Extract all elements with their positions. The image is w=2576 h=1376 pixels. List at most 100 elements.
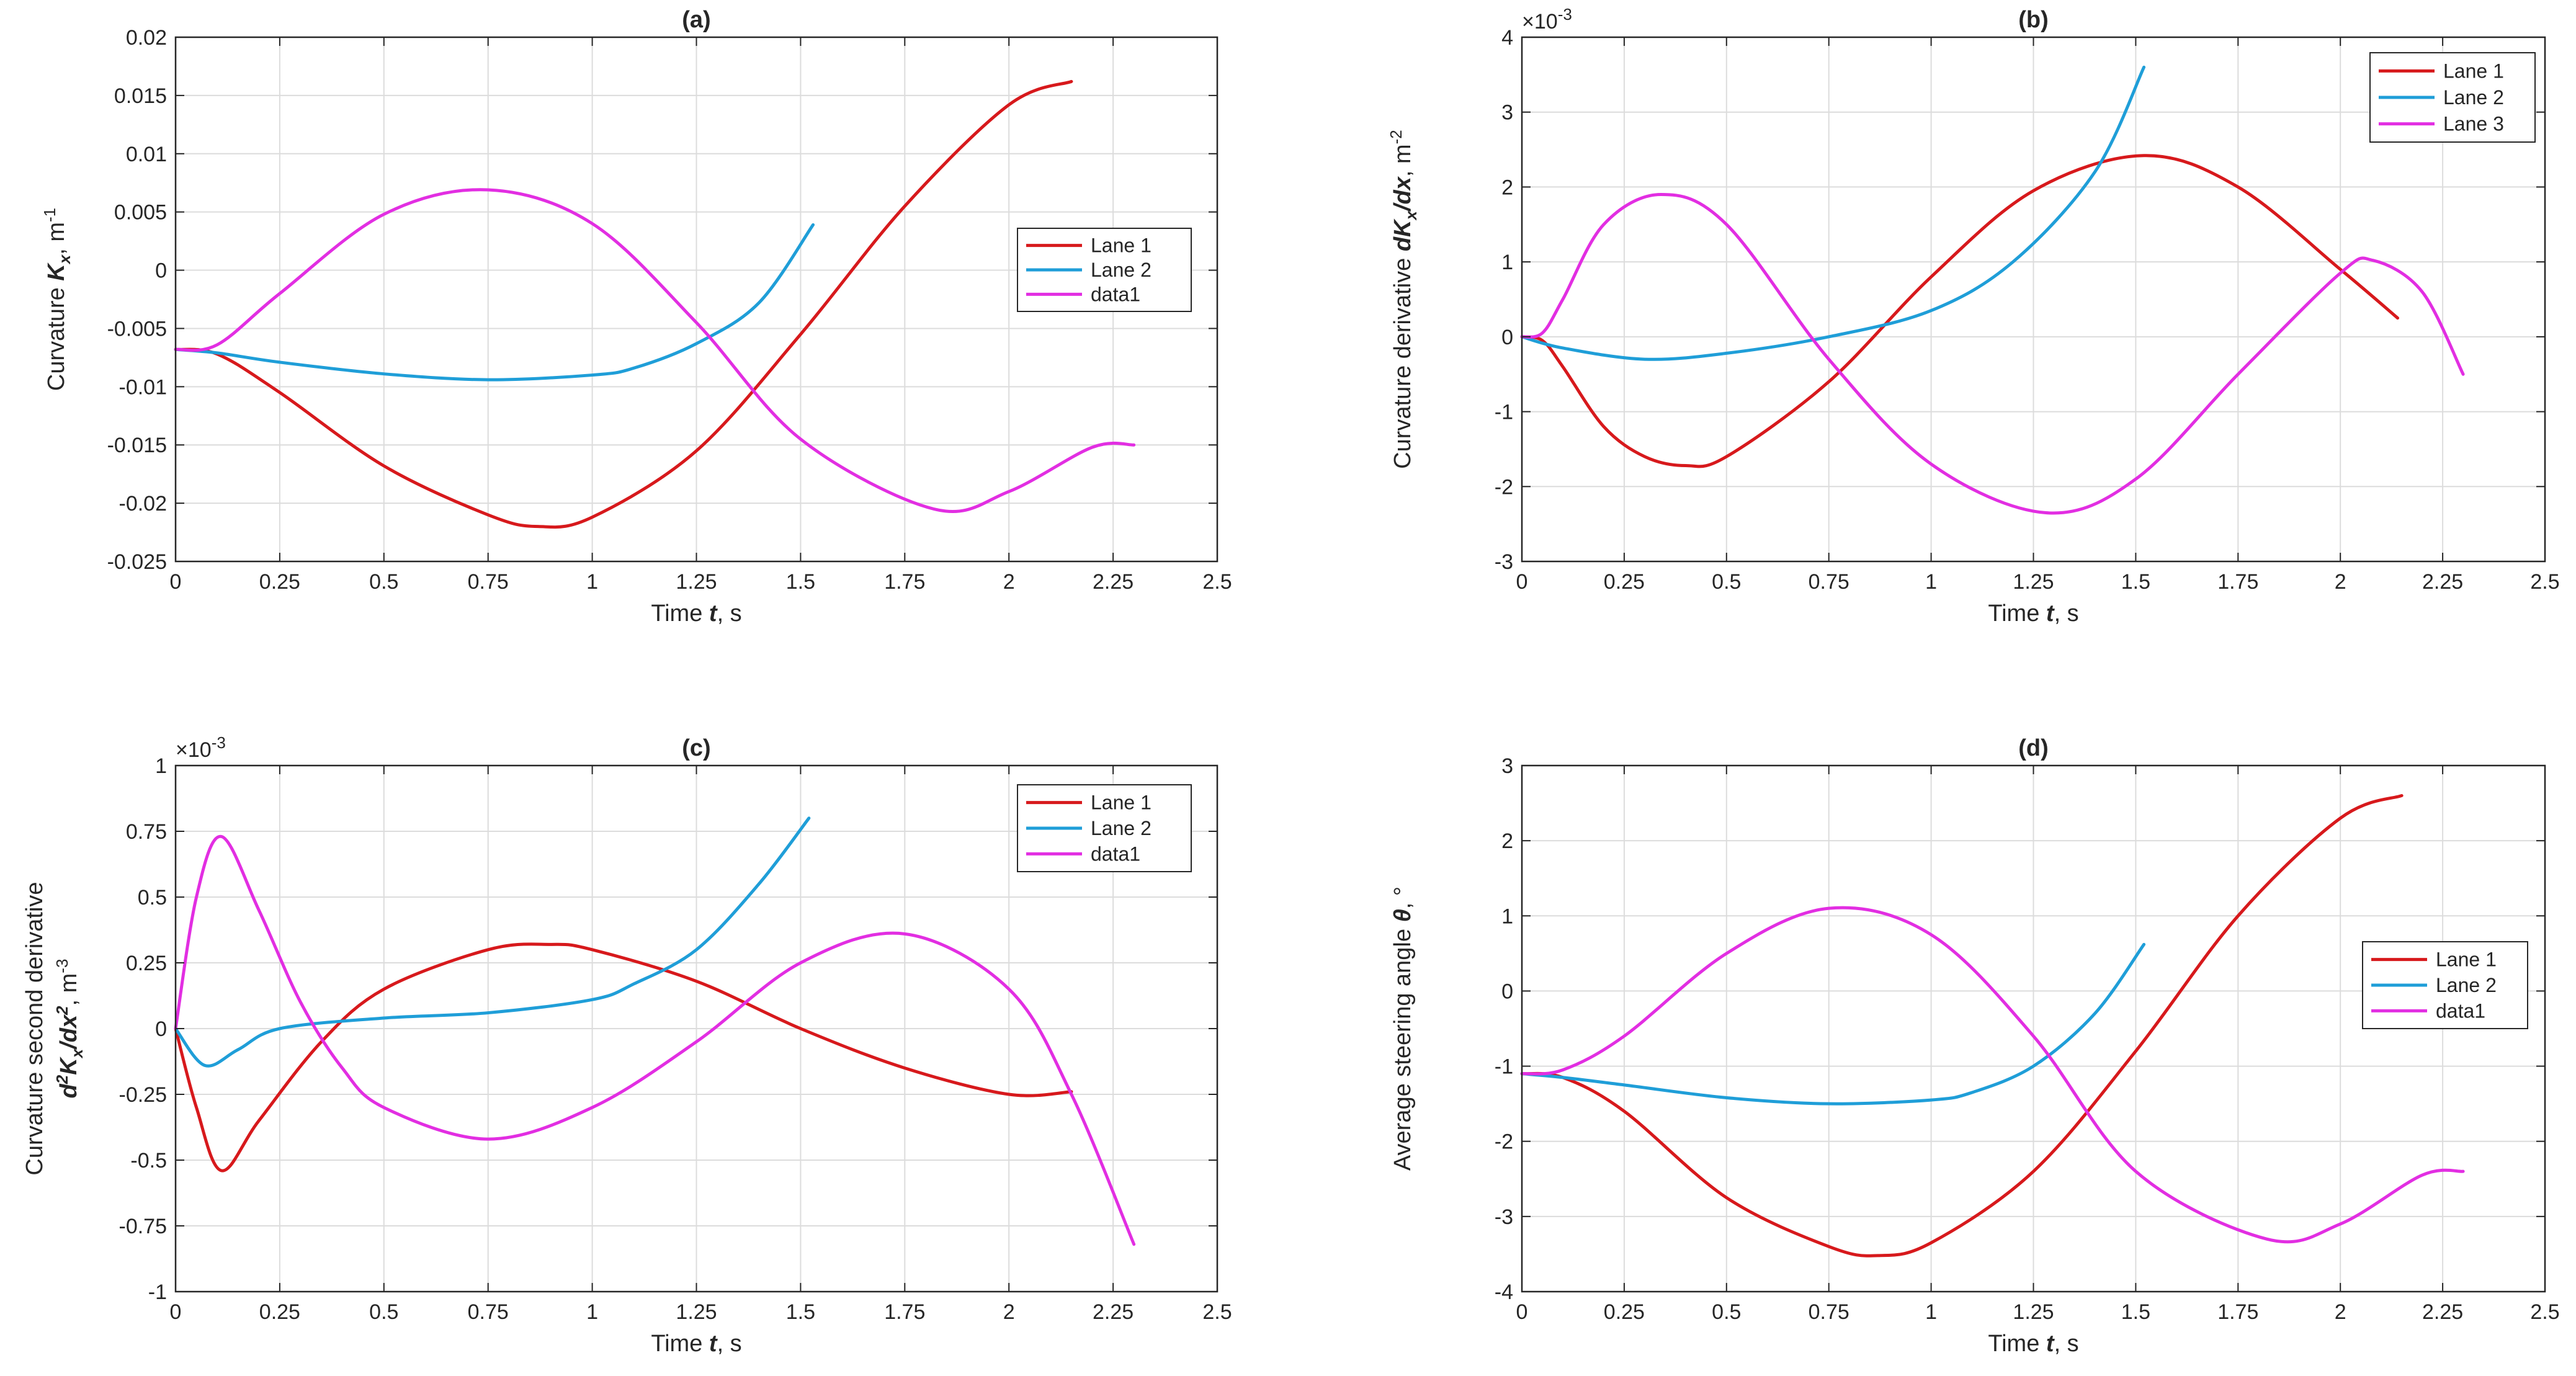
series-line-lane-1 <box>1520 154 2400 468</box>
x-tick-label: 2.5 <box>2530 570 2559 594</box>
x-tick-label: 0.75 <box>1809 570 1849 594</box>
y-tick-label: 1 <box>1501 251 1513 274</box>
y-tick-label: 1 <box>1501 905 1513 928</box>
x-tick-label: 1.25 <box>676 1300 717 1324</box>
x-tick-label: 0.75 <box>468 1300 509 1324</box>
x-tick-label: 1 <box>586 570 598 594</box>
y-tick-label: 0 <box>1501 980 1513 1003</box>
x-tick-label: 2.25 <box>2422 1300 2463 1324</box>
x-tick-label: 1.75 <box>2217 1300 2258 1324</box>
x-tick-label: 1.25 <box>2013 570 2054 594</box>
x-tick-label: 2 <box>1003 570 1015 594</box>
series-line-data1 <box>1520 906 2465 1244</box>
chart-panel-0: 0 0.25 0.5 0.75 1 1.25 1.5 1.75 2 2.25 2.5 -0.025 -0… <box>40 7 1232 627</box>
chart-panel-1: 0 0.25 0.5 0.75 1 1.25 1.5 1.75 2 2.25 2.5 -3 -2 -1 0 1… <box>1387 5 2560 627</box>
x-tick-label: 0.25 <box>259 1300 300 1324</box>
y-tick-label: 0.015 <box>114 84 167 108</box>
y-tick-label: -1 <box>1495 1055 1513 1079</box>
panel-title: (d) <box>2018 735 2049 761</box>
y-tick-label: 2 <box>1501 829 1513 853</box>
y-tick-label: 0.02 <box>126 26 167 50</box>
x-axis-label: Time t, s <box>651 1331 741 1357</box>
x-tick-label: 0 <box>1516 570 1528 594</box>
series-line-lane-2 <box>1520 942 2146 1106</box>
legend-entry: Lane 3 <box>2443 113 2504 135</box>
x-tick-label: 0.5 <box>369 1300 398 1324</box>
series-line-lane-1 <box>1520 793 2404 1258</box>
legend-entry: data1 <box>1091 842 1140 865</box>
y-tick-label: -0.01 <box>119 375 168 399</box>
y-axis-label: Average steering angle θ, ° <box>1390 887 1416 1171</box>
y-tick-label: -0.75 <box>119 1215 168 1238</box>
panel-title: (b) <box>2018 7 2049 33</box>
x-tick-label: 0 <box>1516 1300 1528 1324</box>
x-tick-label: 1 <box>586 1300 598 1324</box>
x-tick-label: 2 <box>2335 1300 2346 1324</box>
panel-title: (a) <box>682 7 710 33</box>
y-tick-label: 2 <box>1501 176 1513 199</box>
y-tick-label: -1 <box>148 1280 167 1304</box>
series-line-lane-2 <box>174 816 811 1068</box>
legend-entry: Lane 2 <box>1091 817 1152 839</box>
y-tick-label: 0 <box>155 259 167 283</box>
y-tick-label: -1 <box>1495 401 1513 424</box>
x-tick-label: 0.25 <box>1604 1300 1645 1324</box>
y-axis-label-line1: Curvature second derivative <box>22 882 48 1175</box>
x-tick-label: 1.5 <box>786 1300 815 1324</box>
x-tick-label: 0 <box>170 1300 182 1324</box>
chart-panel-2: 0 0.25 0.5 0.75 1 1.25 1.5 1.75 2 2.25 2.5 -1 -0.75 -… <box>22 733 1232 1357</box>
x-tick-label: 0.5 <box>1712 570 1741 594</box>
chart-panel-3: 0 0.25 0.5 0.75 1 1.25 1.5 1.75 2 2.25 2.5 -4 -3 -2 -1… <box>1390 735 2560 1357</box>
x-axis-label: Time t, s <box>1988 601 2078 627</box>
x-tick-label: 0.5 <box>369 570 398 594</box>
y-tick-label: 3 <box>1501 754 1513 778</box>
y-tick-label: 0.5 <box>138 886 167 909</box>
y-tick-label: 0.01 <box>126 143 167 166</box>
x-tick-label: 2.5 <box>2530 1300 2559 1324</box>
x-tick-label: 0.25 <box>1604 570 1645 594</box>
y-tick-label: -0.25 <box>119 1083 168 1107</box>
x-tick-label: 2 <box>1003 1300 1015 1324</box>
series-line-data1 <box>174 834 1136 1246</box>
x-tick-label: 2.25 <box>1093 570 1134 594</box>
legend-entry: Lane 1 <box>2436 949 2497 971</box>
y-tick-label: -0.5 <box>130 1149 167 1173</box>
y-axis-label: Curvature derivative dKx/dx, m-2 <box>1387 130 1420 469</box>
y-tick-label: 3 <box>1501 101 1513 125</box>
legend-entry: Lane 1 <box>2443 60 2504 82</box>
y-tick-label: 0 <box>155 1017 167 1041</box>
x-axis-label: Time t, s <box>1988 1331 2078 1357</box>
y-tick-label: -4 <box>1495 1280 1513 1304</box>
x-tick-label: 0.75 <box>468 570 509 594</box>
series-line-lane-3 <box>1520 193 2465 515</box>
series-line-lane-1 <box>174 942 1073 1173</box>
legend-entry: Lane 2 <box>1091 259 1152 281</box>
legend-entry: Lane 2 <box>2443 86 2504 109</box>
legend: Lane 1 Lane 2 data1 <box>1017 784 1192 872</box>
y-tick-label: -3 <box>1495 1205 1513 1229</box>
legend-entry: Lane 1 <box>1091 792 1152 814</box>
x-tick-label: 0 <box>170 570 182 594</box>
x-tick-label: 2 <box>2335 570 2346 594</box>
panel-title: (c) <box>682 735 710 761</box>
legend-entry: Lane 2 <box>2436 974 2497 996</box>
x-tick-label: 1.5 <box>2121 570 2150 594</box>
y-tick-label: 4 <box>1501 26 1513 50</box>
x-tick-label: 0.25 <box>259 570 300 594</box>
axis-exponent-label: ×10-3 <box>176 733 226 762</box>
legend-entry: data1 <box>2436 999 2485 1022</box>
y-tick-label: -2 <box>1495 475 1513 499</box>
legend-entry: data1 <box>1091 283 1140 305</box>
y-tick-label: -0.025 <box>107 550 167 574</box>
x-tick-label: 2.25 <box>2422 570 2463 594</box>
x-tick-label: 1.75 <box>2217 570 2258 594</box>
y-axis-label: Curvature Kx, m-1 <box>40 208 74 391</box>
x-tick-label: 1.25 <box>2013 1300 2054 1324</box>
x-tick-label: 1.5 <box>786 570 815 594</box>
x-tick-label: 2.5 <box>1202 1300 1232 1324</box>
series-line-lane-1 <box>174 79 1073 529</box>
y-tick-label: -2 <box>1495 1130 1513 1154</box>
x-tick-label: 0.5 <box>1712 1300 1741 1324</box>
